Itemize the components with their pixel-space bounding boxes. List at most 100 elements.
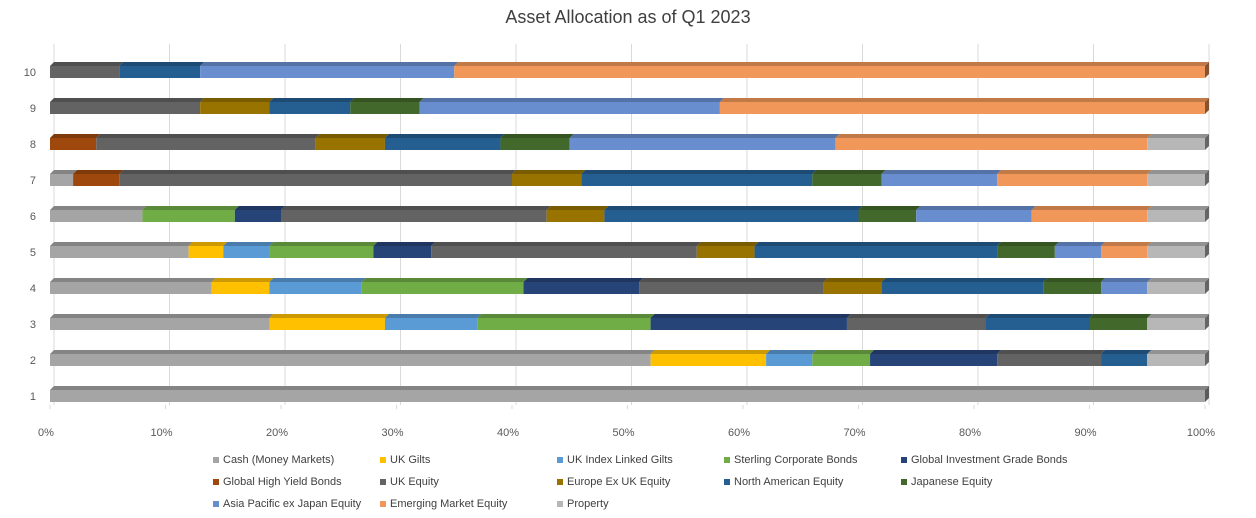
bar-segment-top bbox=[234, 206, 285, 210]
bar-segment-top bbox=[581, 170, 817, 174]
bar-segment bbox=[1147, 138, 1205, 150]
bar-segment-top bbox=[1147, 170, 1209, 174]
bar-segment bbox=[650, 354, 767, 366]
bar-segment-top bbox=[1147, 350, 1209, 354]
legend-swatch bbox=[901, 479, 907, 485]
x-tick-label: 100% bbox=[1187, 427, 1215, 439]
bar-end-face bbox=[1205, 206, 1209, 222]
bar-segment-top bbox=[50, 350, 655, 354]
legend-label: Asia Pacific ex Japan Equity bbox=[223, 498, 362, 510]
x-tick-label: 50% bbox=[612, 427, 634, 439]
bar-end-face bbox=[1205, 242, 1209, 258]
y-category-label: 9 bbox=[30, 103, 36, 115]
bar-segment bbox=[639, 282, 824, 294]
bar-end-face bbox=[1205, 134, 1209, 150]
bar-segment bbox=[96, 138, 316, 150]
bar-segment-top bbox=[1147, 314, 1209, 318]
bar-segment-top bbox=[639, 278, 828, 282]
bar-segment bbox=[719, 102, 1205, 114]
bar-segment-top bbox=[1147, 242, 1209, 246]
legend-item: UK Equity bbox=[380, 474, 557, 490]
y-category-label: 1 bbox=[30, 391, 36, 403]
bar-segment-top bbox=[50, 278, 216, 282]
bar-segment-top bbox=[997, 170, 1152, 174]
bar-segment bbox=[812, 174, 882, 186]
legend-label: Global High Yield Bonds bbox=[223, 476, 342, 488]
x-tick-label: 90% bbox=[1074, 427, 1096, 439]
bar-segment bbox=[234, 210, 281, 222]
bar-segment-top bbox=[1101, 350, 1152, 354]
bar-end-face bbox=[1205, 350, 1209, 366]
bar-segment-top bbox=[477, 314, 655, 318]
legend-swatch bbox=[557, 479, 563, 485]
bar-segment bbox=[384, 138, 501, 150]
bar-segment-top bbox=[835, 134, 1152, 138]
bar-segment bbox=[1101, 282, 1148, 294]
chart-title: Asset Allocation as of Q1 2023 bbox=[505, 7, 751, 27]
x-tick-label: 30% bbox=[381, 427, 403, 439]
y-category-label: 10 bbox=[24, 67, 36, 79]
bar-end-face bbox=[1205, 98, 1209, 114]
legend-item: UK Index Linked Gilts bbox=[557, 452, 724, 468]
bar-segment-top bbox=[997, 350, 1106, 354]
bar-segment bbox=[546, 210, 605, 222]
legend-label: Property bbox=[567, 498, 609, 510]
bar-segment bbox=[200, 102, 270, 114]
bar-segment bbox=[846, 318, 986, 330]
bar-segment bbox=[766, 354, 813, 366]
legend-item: Property bbox=[557, 496, 724, 512]
legend-item: Europe Ex UK Equity bbox=[557, 474, 724, 490]
bar-segment-top bbox=[384, 314, 482, 318]
bar-segment bbox=[50, 282, 212, 294]
bar-segment-top bbox=[650, 350, 771, 354]
legend-label: Emerging Market Equity bbox=[390, 498, 508, 510]
bar-segment-top bbox=[373, 242, 436, 246]
bar-segment bbox=[269, 246, 374, 258]
legend-label: UK Equity bbox=[390, 476, 439, 488]
legend-item: Japanese Equity bbox=[901, 474, 1101, 490]
bar-segment bbox=[500, 138, 570, 150]
bar-segment bbox=[384, 318, 478, 330]
bar-end-face bbox=[1205, 314, 1209, 330]
bar-segment-top bbox=[269, 98, 355, 102]
bar-segment bbox=[1089, 318, 1148, 330]
bar-segment-top bbox=[881, 170, 1002, 174]
legend-item: Global High Yield Bonds bbox=[213, 474, 380, 490]
bar-segment bbox=[431, 246, 697, 258]
bar-segment-top bbox=[719, 98, 1209, 102]
bar-segment-top bbox=[997, 242, 1059, 246]
bar-segment bbox=[315, 138, 385, 150]
legend-swatch bbox=[213, 457, 219, 463]
bar-segment-top bbox=[1147, 278, 1209, 282]
bar-segment-top bbox=[512, 170, 586, 174]
legend-swatch bbox=[380, 479, 386, 485]
legend-swatch bbox=[724, 479, 730, 485]
bar-segment bbox=[581, 174, 813, 186]
bar-segment bbox=[281, 210, 547, 222]
bar-segment bbox=[50, 66, 120, 78]
bar-segment-top bbox=[823, 278, 886, 282]
legend-item: Emerging Market Equity bbox=[380, 496, 557, 512]
bar-segment-top bbox=[1101, 278, 1152, 282]
bar-segment-top bbox=[142, 206, 239, 210]
bar-segment-top bbox=[50, 134, 101, 138]
x-tick-label: 20% bbox=[266, 427, 288, 439]
bar-segment-top bbox=[696, 242, 759, 246]
bar-segment bbox=[477, 318, 651, 330]
bar-segment-top bbox=[523, 278, 644, 282]
bar-segment bbox=[985, 318, 1090, 330]
bar-segment-top bbox=[223, 242, 274, 246]
bar-segment-top bbox=[315, 134, 389, 138]
y-category-label: 2 bbox=[30, 355, 36, 367]
bar-segment bbox=[50, 390, 1205, 402]
bar-segment bbox=[1101, 246, 1148, 258]
x-tick-label: 10% bbox=[150, 427, 172, 439]
bar-end-face bbox=[1205, 170, 1209, 186]
legend-swatch bbox=[557, 501, 563, 507]
bar-segment-top bbox=[1031, 206, 1152, 210]
legend-item: Cash (Money Markets) bbox=[213, 452, 380, 468]
bar-segment-top bbox=[50, 314, 274, 318]
bar-segment-top bbox=[812, 170, 886, 174]
x-tick-label: 0% bbox=[38, 427, 54, 439]
bar-segment bbox=[269, 282, 362, 294]
